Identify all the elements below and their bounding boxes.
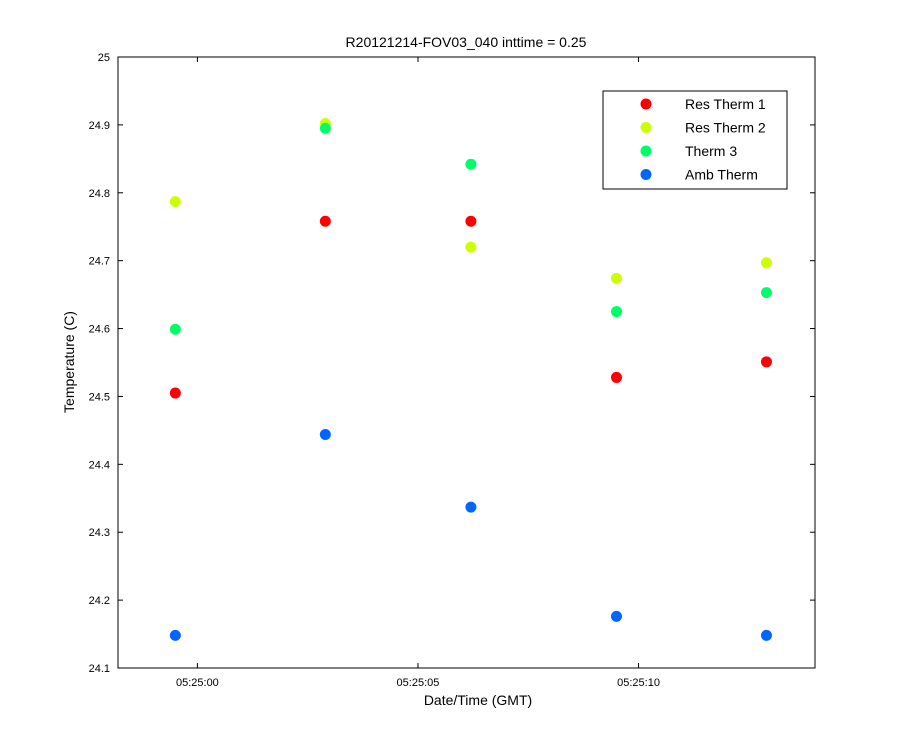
data-points (169, 118, 772, 641)
data-point (465, 501, 477, 513)
legend-label: Amb Therm (685, 167, 758, 183)
y-tick-label: 24.1 (89, 663, 110, 675)
data-point (465, 241, 477, 253)
legend-label: Therm 3 (685, 143, 737, 159)
data-point (760, 356, 772, 368)
data-point (760, 287, 772, 299)
data-point (169, 387, 181, 399)
data-point (465, 158, 477, 170)
y-axis-label: Temperature (C) (61, 311, 77, 413)
legend-marker (640, 98, 652, 110)
data-point (169, 323, 181, 335)
y-tick-label: 24.6 (89, 324, 110, 336)
data-point (760, 257, 772, 269)
legend-marker (640, 169, 652, 180)
y-tick-label: 24.2 (89, 595, 110, 607)
legend-marker (640, 145, 652, 157)
data-point (169, 629, 181, 641)
legend-marker (640, 122, 652, 133)
data-point (610, 371, 622, 383)
y-tick-label: 24.4 (89, 459, 110, 471)
series-res-therm-1 (169, 215, 772, 399)
legend-box (602, 90, 788, 190)
legend-label: Res Therm 1 (685, 96, 766, 112)
y-tick-label: 24.8 (89, 188, 110, 200)
x-axis-label: Date/Time (GMT) (424, 692, 532, 708)
data-point (610, 306, 622, 318)
data-point (610, 610, 622, 622)
x-tick-label: 05:25:10 (617, 677, 660, 689)
series-therm-3 (169, 122, 772, 335)
chart-title: R20121214-FOV03_040 inttime = 0.25 (346, 34, 587, 50)
y-tick-label: 24.9 (89, 120, 110, 132)
x-axis-ticks: 05:25:00 05:25:05 05:25:10 (176, 57, 660, 689)
legend-label: Res Therm 2 (685, 120, 766, 136)
data-point (319, 122, 331, 134)
y-tick-label: 25 (98, 52, 110, 64)
data-point (319, 428, 331, 440)
series-amb-therm (169, 428, 772, 641)
data-point (760, 629, 772, 641)
data-point (319, 215, 331, 227)
data-point (169, 196, 181, 208)
x-tick-label: 05:25:00 (176, 677, 219, 689)
y-tick-label: 24.5 (89, 391, 110, 403)
data-point (610, 272, 622, 284)
legend: Res Therm 1 Res Therm 2 Therm 3 Amb Therm (602, 90, 788, 190)
y-tick-label: 24.3 (89, 527, 110, 539)
y-tick-label: 24.7 (89, 256, 110, 268)
y-axis-ticks: 24.1 24.2 24.3 24.4 24.5 24.6 24.7 24.8 24.9 25 (89, 52, 815, 675)
data-point (465, 215, 477, 227)
x-tick-label: 05:25:05 (397, 677, 440, 689)
